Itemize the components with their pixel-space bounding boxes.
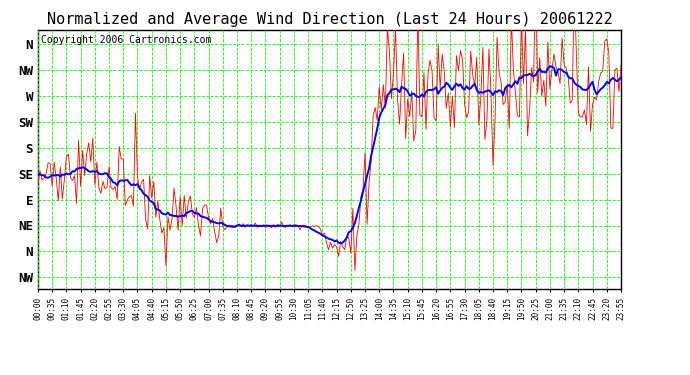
Title: Normalized and Average Wind Direction (Last 24 Hours) 20061222: Normalized and Average Wind Direction (L…: [47, 12, 612, 27]
Text: Copyright 2006 Cartronics.com: Copyright 2006 Cartronics.com: [41, 35, 211, 45]
